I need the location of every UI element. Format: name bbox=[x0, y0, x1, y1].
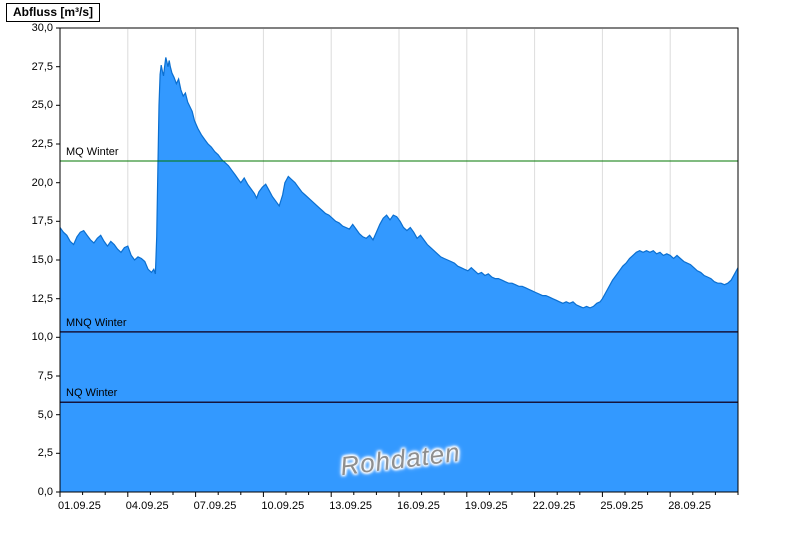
reference-line-label: MQ Winter bbox=[66, 146, 119, 158]
discharge-area bbox=[60, 57, 738, 493]
x-axis-label: 04.09.25 bbox=[125, 500, 169, 512]
x-axis-label: 07.09.25 bbox=[193, 500, 237, 512]
y-axis-label: 15,0 bbox=[31, 254, 53, 266]
y-axis-label: 25,0 bbox=[31, 99, 53, 112]
x-axis-label: 10.09.25 bbox=[261, 500, 305, 512]
discharge-line bbox=[59, 57, 739, 309]
x-axis-label: 13.09.25 bbox=[329, 500, 373, 512]
y-axis-label: 5,0 bbox=[37, 408, 53, 421]
y-axis-label: 30,0 bbox=[31, 22, 53, 34]
y-axis-label: 20,0 bbox=[31, 176, 53, 189]
reference-line-label: MNQ Winter bbox=[66, 316, 127, 329]
y-axis-label: 2,5 bbox=[37, 447, 53, 460]
x-axis-label: 25.09.25 bbox=[600, 500, 644, 512]
y-axis-label: 17,5 bbox=[31, 215, 53, 228]
y-axis-label: 12,5 bbox=[31, 292, 53, 305]
y-axis-label: 10,0 bbox=[31, 331, 53, 344]
x-axis-label: 16.09.25 bbox=[397, 500, 440, 512]
y-axis-label: 27,5 bbox=[31, 60, 53, 73]
chart-title: Abfluss [m³/s] bbox=[6, 3, 101, 22]
y-axis-label: 7,5 bbox=[37, 370, 53, 382]
y-axis-label: 0,0 bbox=[37, 486, 53, 498]
reference-line-label: NQ Winter bbox=[66, 387, 118, 400]
x-axis-label: 19.09.25 bbox=[464, 500, 508, 512]
y-axis-label: 22,5 bbox=[31, 138, 53, 150]
x-axis-label: 01.09.25 bbox=[58, 500, 101, 512]
x-axis-label: 28.09.25 bbox=[668, 500, 712, 512]
x-axis-label: 22.09.25 bbox=[532, 500, 576, 512]
